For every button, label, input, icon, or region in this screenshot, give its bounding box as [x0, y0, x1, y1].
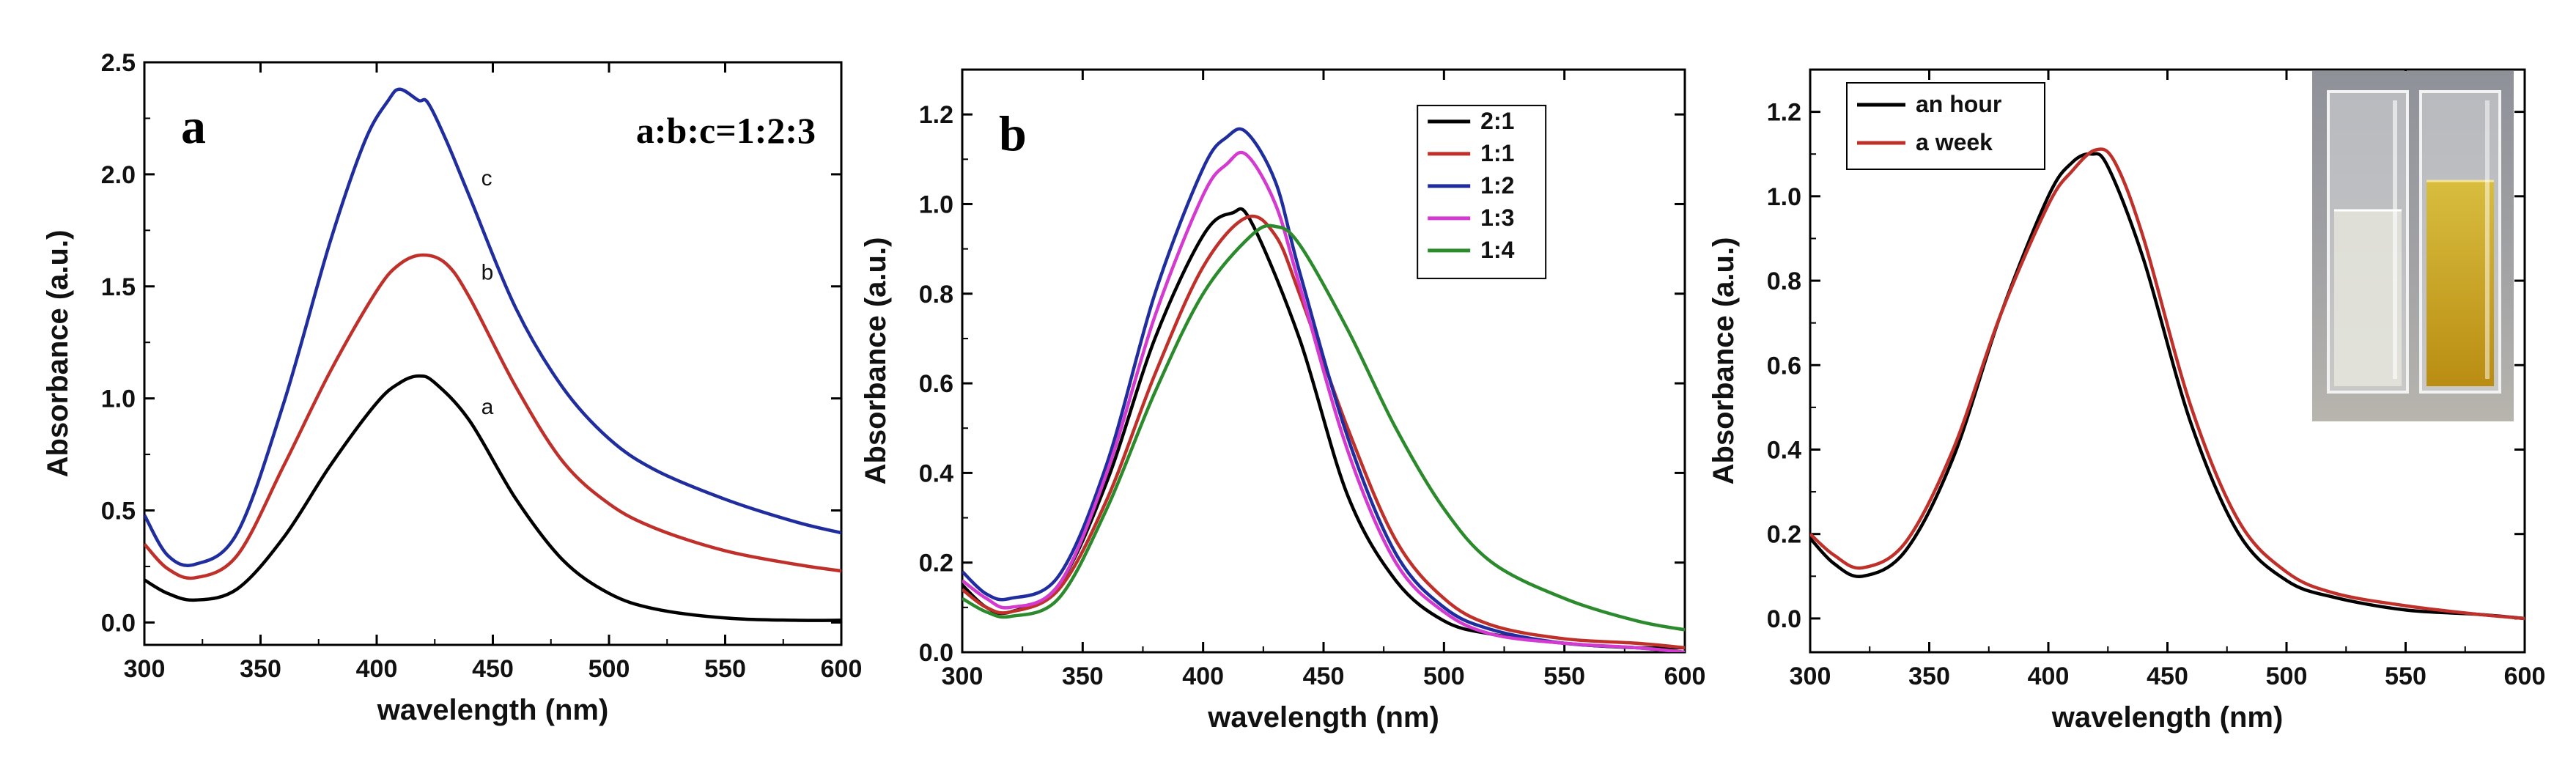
y-tick-label: 0.4 — [919, 459, 953, 487]
legend-label: an hour — [1916, 91, 2001, 117]
clear-solution — [2334, 210, 2402, 386]
series-line-1-1 — [962, 214, 1685, 650]
y-tick-label: 1.0 — [919, 191, 953, 218]
legend-label: 1:4 — [1480, 237, 1514, 263]
y-tick-label: 1.0 — [1767, 183, 1801, 211]
x-tick-label: 300 — [942, 662, 983, 690]
x-axis-title: wavelength (nm) — [2051, 701, 2284, 734]
y-axis-title: Absorbance (a.u.) — [1708, 237, 1740, 485]
series-line-1-4 — [962, 224, 1685, 632]
x-tick-label: 400 — [356, 655, 398, 683]
x-tick-label: 450 — [472, 655, 514, 683]
y-tick-label: 1.2 — [1767, 99, 1801, 127]
x-tick-label: 500 — [1423, 662, 1465, 690]
glass-highlight — [2485, 100, 2490, 379]
y-tick-label: 1.2 — [919, 101, 953, 129]
y-tick-label: 0.8 — [1767, 267, 1801, 295]
y-tick-label: 2.5 — [101, 49, 136, 77]
legend-label: 1:2 — [1480, 172, 1514, 199]
series-line-b — [144, 253, 841, 580]
x-axis-title: wavelength (nm) — [377, 694, 609, 726]
y-tick-label: 2.0 — [101, 161, 136, 189]
x-tick-label: 450 — [1303, 662, 1345, 690]
x-tick-label: 600 — [2504, 662, 2546, 690]
y-tick-label: 0.2 — [1767, 521, 1801, 549]
y-tick-label: 0.2 — [919, 550, 953, 577]
series-line-an-hour — [1810, 152, 2525, 621]
legend-label: 1:3 — [1480, 204, 1514, 231]
x-tick-label: 500 — [588, 655, 630, 683]
curve-label-b: b — [481, 261, 494, 285]
chart-panel-b: 300 350 400 450 500 550 600 0.0 0.2 0.4 0.6 0.8 1.0 1… — [860, 68, 1706, 734]
y-tick-label: 0.0 — [101, 609, 136, 637]
panel-label: a — [181, 98, 206, 154]
x-tick-label: 400 — [1182, 662, 1224, 690]
y-tick-label: 0.6 — [919, 370, 953, 398]
x-tick-label: 350 — [1908, 662, 1950, 690]
curve-label-a: a — [481, 395, 494, 419]
legend-label: 1:1 — [1480, 140, 1514, 166]
x-tick-label: 550 — [1543, 662, 1585, 690]
inset-photo — [2312, 71, 2514, 421]
x-tick-label: 300 — [1790, 662, 1831, 690]
x-tick-label: 300 — [124, 655, 166, 683]
x-tick-label: 550 — [2385, 662, 2426, 690]
series-line-a — [144, 374, 841, 622]
y-tick-label: 0.4 — [1767, 436, 1801, 464]
ratio-annotation: a:b:c=1:2:3 — [636, 110, 816, 151]
x-tick-label: 450 — [2147, 662, 2188, 690]
panel-label: b — [999, 106, 1027, 161]
curve-label-c: c — [481, 166, 492, 191]
y-axis-title: Absorbance (a.u.) — [42, 230, 74, 478]
series-line-1-3 — [962, 150, 1685, 652]
x-tick-label: 400 — [2028, 662, 2070, 690]
glass-highlight — [2393, 100, 2397, 379]
y-tick-label: 1.5 — [101, 273, 136, 301]
series-line-c — [144, 87, 841, 567]
y-tick-label: 0.0 — [1767, 605, 1801, 633]
y-tick-label: 0.8 — [919, 281, 953, 309]
series-line-a-week — [1810, 147, 2525, 621]
y-tick-label: 0.0 — [919, 639, 953, 667]
x-tick-label: 500 — [2266, 662, 2308, 690]
x-tick-label: 350 — [240, 655, 281, 683]
x-tick-label: 600 — [821, 655, 863, 683]
legend-label: 2:1 — [1480, 108, 1514, 134]
x-tick-label: 600 — [1664, 662, 1706, 690]
chart-panel-a: 300 350 400 450 500 550 600 0.0 0.5 1.0 1.5 2.0 2.5 w… — [42, 49, 862, 726]
x-axis-title: wavelength (nm) — [1207, 701, 1439, 734]
y-tick-label: 0.5 — [101, 498, 136, 525]
series-line-1-2 — [962, 127, 1685, 652]
legend-box — [1846, 82, 2045, 170]
y-axis-title: Absorbance (a.u.) — [860, 237, 892, 485]
y-tick-label: 1.0 — [101, 385, 136, 413]
yellow-solution — [2426, 181, 2494, 386]
x-tick-label: 550 — [704, 655, 746, 683]
legend-label: a week — [1916, 129, 1993, 155]
x-tick-label: 350 — [1062, 662, 1104, 690]
chart-panel-c: 300 350 400 450 500 550 600 0.0 0.2 0.4 0.6 0.8 1.0 1… — [1708, 68, 2546, 734]
y-tick-label: 0.6 — [1767, 352, 1801, 380]
